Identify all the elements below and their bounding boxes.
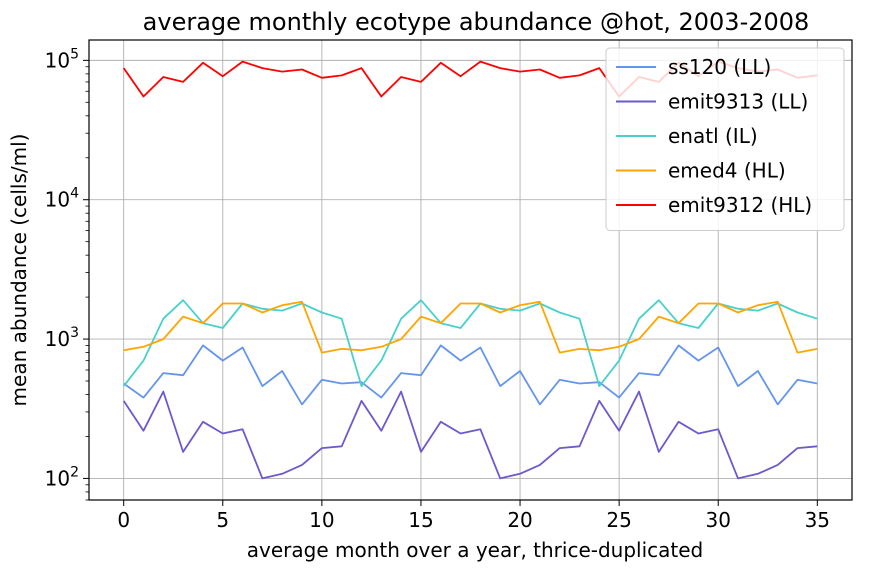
y-axis-label: mean abundance (cells/ml) — [7, 134, 31, 407]
plot-lines — [122, 60, 818, 480]
y-tick-exponent: 5 — [70, 46, 79, 62]
series-line-0 — [123, 344, 818, 406]
y-tick-base: 10 — [45, 48, 70, 72]
x-tick-label: 10 — [309, 508, 334, 532]
legend-label: ss120 (LL) — [668, 55, 771, 79]
x-axis-label: average month over a year, thrice-duplic… — [247, 538, 704, 562]
x-tick-label: 25 — [606, 508, 631, 532]
legend-box — [605, 47, 845, 231]
x-tick-label: 15 — [408, 508, 433, 532]
chart-title: average monthly ecotype abundance @hot, … — [143, 8, 810, 36]
series-line-1 — [122, 390, 818, 480]
y-tick-label: 102 — [45, 464, 79, 490]
x-axis-ticks: 0 5 10 15 20 25 30 35 — [117, 500, 830, 532]
y-tick-exponent: 4 — [70, 186, 79, 202]
plot-frame — [88, 39, 853, 501]
legend-label: emit9313 (LL) — [668, 90, 808, 114]
y-tick-label: 103 — [45, 325, 79, 351]
x-tick-label: 5 — [216, 508, 229, 532]
x-tick-label: 20 — [507, 508, 532, 532]
y-tick-base: 10 — [45, 466, 70, 490]
legend-label: enatl (IL) — [668, 124, 758, 148]
x-tick-label: 0 — [117, 508, 130, 532]
x-tick-label: 35 — [805, 508, 830, 532]
y-tick-label: 104 — [45, 186, 79, 212]
legend-label: emed4 (HL) — [668, 159, 786, 183]
y-tick-exponent: 3 — [70, 325, 79, 341]
y-tick-base: 10 — [45, 188, 70, 212]
y-tick-exponent: 2 — [70, 464, 79, 480]
y-tick-base: 10 — [45, 327, 70, 351]
legend-label: emit9312 (HL) — [668, 193, 812, 217]
series-line-3 — [123, 300, 818, 354]
x-tick-label: 30 — [706, 508, 731, 532]
y-tick-label: 105 — [45, 46, 79, 72]
legend: ss120 (LL) emit9313 (LL) enatl (IL) emed4 (… — [605, 47, 845, 231]
series-line-2 — [122, 299, 818, 388]
